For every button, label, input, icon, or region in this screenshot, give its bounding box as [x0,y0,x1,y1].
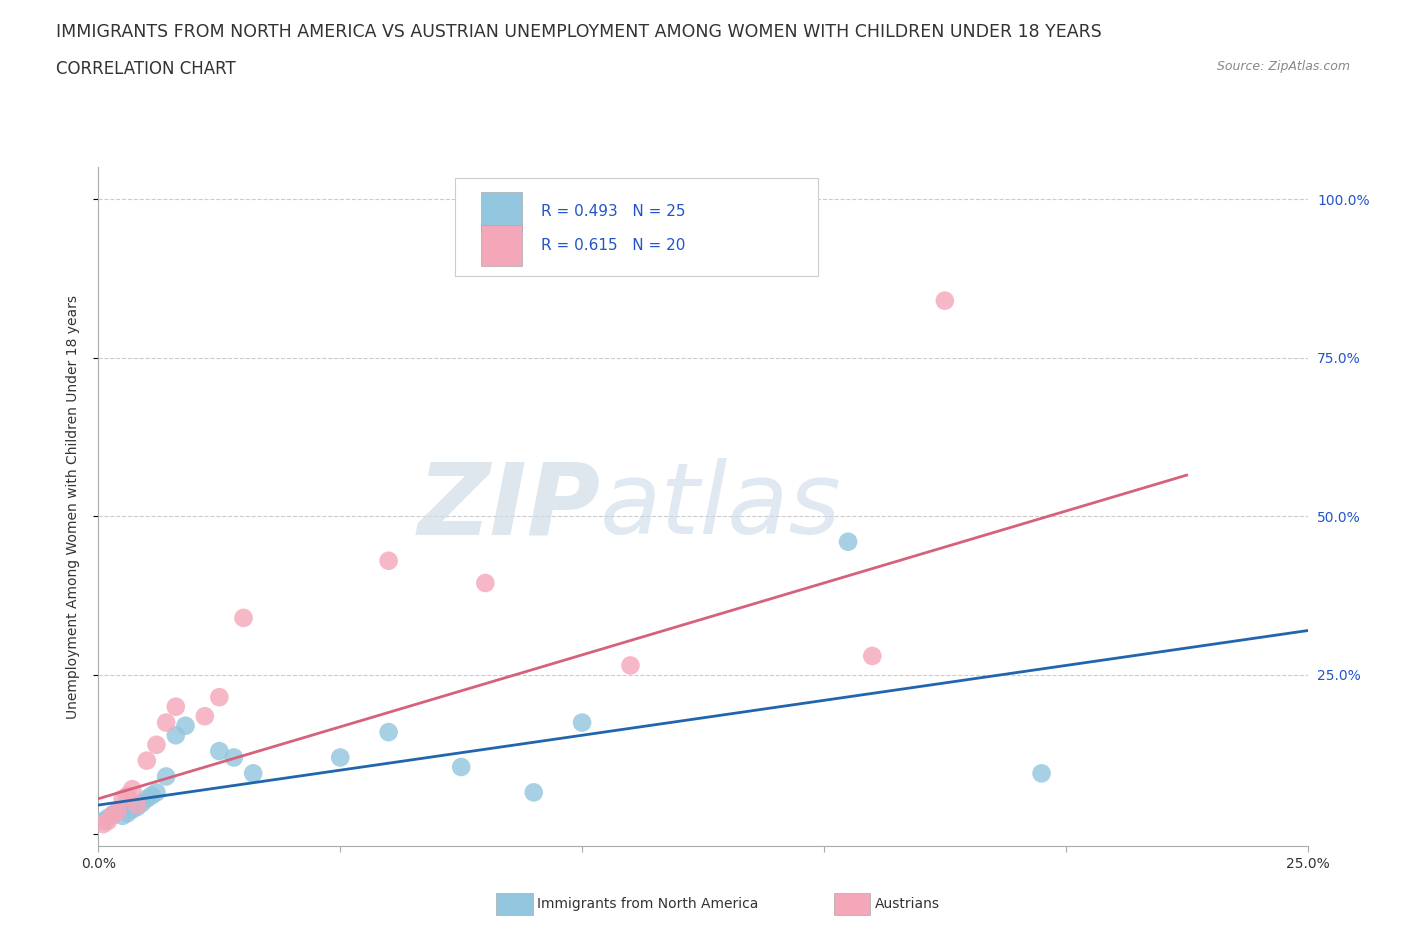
Point [91,817,114,831]
Point [155,715,177,730]
Y-axis label: Unemployment Among Women with Children Under 18 years: Unemployment Among Women with Children U… [66,295,80,719]
Text: Austrians: Austrians [875,897,939,911]
Point [101,807,124,822]
Point [145,785,167,800]
Text: Source: ZipAtlas.com: Source: ZipAtlas.com [1216,60,1350,73]
Point [474,576,496,591]
Point [141,788,163,803]
Point [208,690,231,705]
Point [121,802,143,817]
Point [117,806,139,821]
FancyBboxPatch shape [456,178,818,276]
Point [91,814,114,829]
Point [131,796,153,811]
Point [377,724,399,739]
Point [222,750,245,764]
Point [329,750,352,764]
FancyBboxPatch shape [481,192,522,232]
FancyBboxPatch shape [481,225,522,265]
Point [111,791,134,806]
Point [571,715,593,730]
Point [107,804,129,818]
Point [619,658,641,673]
Text: CORRELATION CHART: CORRELATION CHART [56,60,236,78]
Point [174,718,197,733]
Point [145,737,167,752]
Point [242,766,264,781]
Point [523,785,546,800]
Text: R = 0.615   N = 20: R = 0.615 N = 20 [541,238,685,253]
Point [127,798,149,813]
Point [208,744,231,759]
Text: ZIP: ZIP [418,458,600,555]
Point [165,728,187,743]
Point [232,610,254,625]
Text: IMMIGRANTS FROM NORTH AMERICA VS AUSTRIAN UNEMPLOYMENT AMONG WOMEN WITH CHILDREN: IMMIGRANTS FROM NORTH AMERICA VS AUSTRIA… [56,23,1102,41]
Text: atlas: atlas [600,458,842,555]
Point [194,709,217,724]
Point [111,808,134,823]
Point [860,648,883,663]
Point [934,293,956,308]
Point [117,788,139,803]
Point [107,804,129,818]
Point [377,553,399,568]
Text: R = 0.493   N = 25: R = 0.493 N = 25 [541,204,686,219]
Text: Immigrants from North America: Immigrants from North America [537,897,758,911]
Point [97,814,120,829]
Point [837,535,859,550]
Point [165,699,187,714]
Point [127,800,149,815]
Point [135,753,157,768]
Point [1031,766,1053,781]
Point [121,782,143,797]
Point [135,791,157,806]
Point [450,760,472,775]
Point [155,769,177,784]
Point [97,810,120,825]
Point [101,807,124,822]
